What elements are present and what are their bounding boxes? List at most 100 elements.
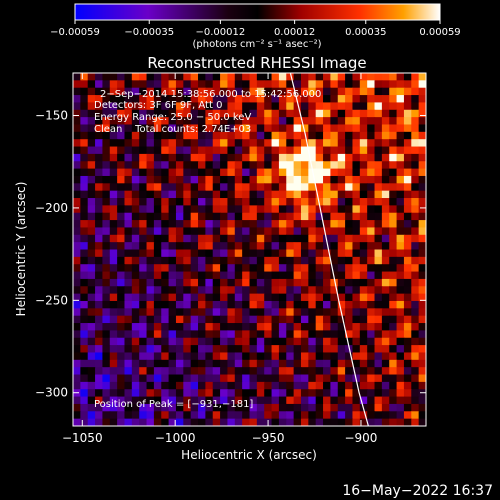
heatmap-cell — [131, 345, 140, 354]
heatmap-cell — [396, 205, 405, 214]
heatmap-cell — [337, 374, 346, 383]
heatmap-cell — [359, 73, 368, 81]
heatmap-cell — [205, 359, 214, 368]
heatmap-cell — [220, 87, 229, 96]
heatmap-cell — [139, 205, 148, 214]
heatmap-cell — [418, 403, 426, 412]
heatmap-cell — [234, 345, 243, 354]
heatmap-cell — [300, 286, 309, 295]
heatmap-cell — [198, 293, 206, 302]
heatmap-cell — [153, 73, 162, 81]
heatmap-cell — [249, 183, 258, 192]
heatmap-cell — [271, 256, 280, 265]
heatmap-cell — [381, 293, 390, 302]
heatmap-cell — [153, 293, 162, 302]
heatmap-cell — [278, 256, 287, 265]
heatmap-cell — [198, 367, 206, 376]
heatmap-cell — [374, 146, 383, 155]
heatmap-cell — [418, 271, 426, 280]
heatmap-cell — [381, 300, 390, 309]
heatmap-cell — [227, 323, 236, 331]
heatmap-cell — [183, 278, 192, 287]
heatmap-cell — [242, 117, 251, 126]
heatmap-cell — [264, 242, 273, 251]
heatmap-cell — [242, 95, 251, 104]
heatmap-cell — [124, 308, 133, 317]
heatmap-cell — [87, 198, 96, 206]
heatmap-cell — [249, 212, 258, 221]
heatmap-cell — [212, 95, 221, 104]
heatmap-cell — [249, 352, 258, 361]
heatmap-cell — [124, 242, 133, 251]
heatmap-cell — [227, 212, 236, 221]
heatmap-cell — [220, 73, 229, 81]
heatmap-cell — [396, 300, 405, 309]
heatmap-cell — [234, 249, 243, 258]
heatmap-cell — [190, 345, 199, 354]
heatmap-cell — [242, 153, 251, 162]
heatmap-cell — [146, 109, 155, 118]
heatmap-cell — [190, 198, 199, 206]
heatmap-cell — [367, 359, 376, 368]
heatmap-cell — [330, 308, 339, 317]
heatmap-cell — [198, 418, 206, 426]
heatmap-cell — [227, 300, 236, 309]
heatmap-cell — [337, 345, 346, 354]
heatmap-cell — [271, 205, 280, 214]
heatmap-cell — [337, 153, 346, 162]
heatmap-cell — [359, 315, 368, 324]
heatmap-cell — [95, 124, 104, 133]
heatmap-cell — [271, 330, 280, 339]
heatmap-cell — [146, 198, 155, 206]
heatmap-cell — [374, 389, 383, 398]
heatmap-cell — [227, 418, 236, 426]
heatmap-cell — [403, 367, 412, 376]
heatmap-cell — [139, 293, 148, 302]
heatmap-cell — [190, 359, 199, 368]
heatmap-cell — [80, 80, 89, 89]
heatmap-cell — [95, 168, 104, 177]
heatmap-cell — [153, 227, 162, 236]
heatmap-cell — [198, 337, 206, 346]
heatmap-cell — [293, 117, 302, 126]
heatmap-cell — [293, 411, 302, 420]
heatmap-cell — [87, 227, 96, 236]
heatmap-cell — [73, 345, 81, 354]
heatmap-cell — [117, 264, 126, 273]
heatmap-cell — [293, 278, 302, 287]
heatmap-cell — [323, 80, 331, 89]
heatmap-cell — [183, 367, 192, 376]
heatmap-cell — [139, 124, 148, 133]
heatmap-cell — [418, 212, 426, 221]
heatmap-cell — [153, 337, 162, 346]
heatmap-cell — [396, 278, 405, 287]
heatmap-cell — [403, 264, 412, 273]
heatmap-cell — [102, 117, 111, 126]
heatmap-cell — [367, 374, 376, 383]
heatmap-cell — [381, 212, 390, 221]
heatmap-cell — [345, 198, 354, 206]
heatmap-cell — [403, 396, 412, 405]
heatmap-cell — [95, 278, 104, 287]
heatmap-cell — [220, 418, 229, 426]
heatmap-cell — [87, 131, 96, 140]
heatmap-cell — [411, 278, 420, 287]
heatmap-cell — [264, 139, 273, 148]
heatmap-cell — [367, 381, 376, 390]
heatmap-cell — [271, 264, 280, 273]
heatmap-cell — [308, 117, 317, 126]
heatmap-cell — [411, 117, 420, 126]
heatmap-cell — [95, 396, 104, 405]
heatmap-cell — [175, 161, 184, 170]
heatmap-cell — [117, 396, 126, 405]
heatmap-cell — [374, 80, 383, 89]
heatmap-cell — [234, 381, 243, 390]
heatmap-cell — [300, 117, 309, 126]
y-tick-label: −250 — [35, 293, 68, 307]
heatmap-cell — [315, 212, 324, 221]
info-detectors: Detectors: 3F 6F 9F, Att 0 — [94, 100, 222, 111]
x-tick-label: −1050 — [62, 431, 103, 445]
heatmap-cell — [190, 300, 199, 309]
heatmap-cell — [131, 359, 140, 368]
heatmap-cell — [374, 411, 383, 420]
